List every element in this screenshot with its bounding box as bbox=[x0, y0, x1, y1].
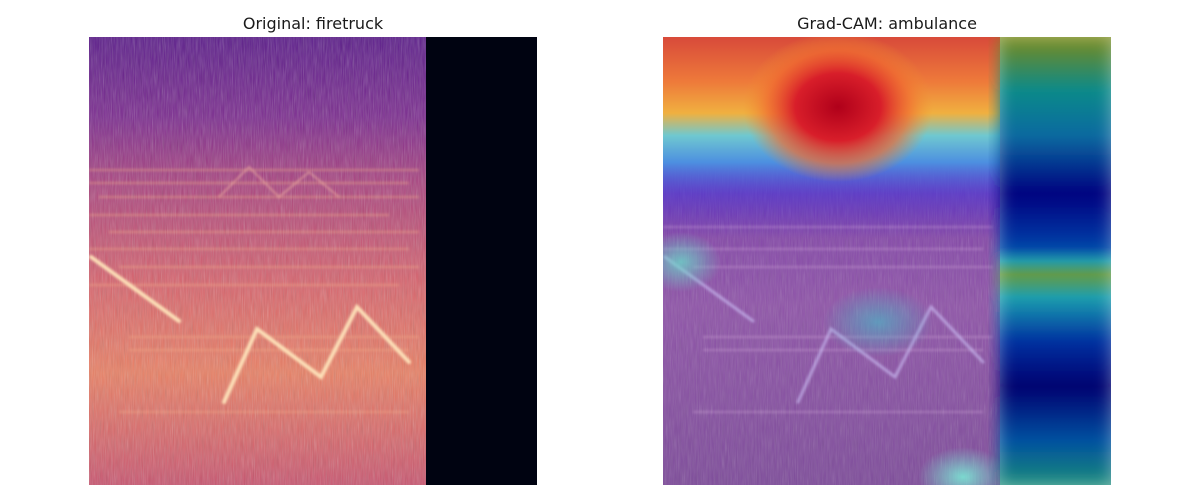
spectrogram-image bbox=[89, 37, 537, 485]
panel-title-gradcam: Grad-CAM: ambulance bbox=[797, 14, 977, 33]
panel-title-original: Original: firetruck bbox=[242, 14, 384, 33]
gradcam-overlay-image bbox=[663, 37, 1111, 485]
